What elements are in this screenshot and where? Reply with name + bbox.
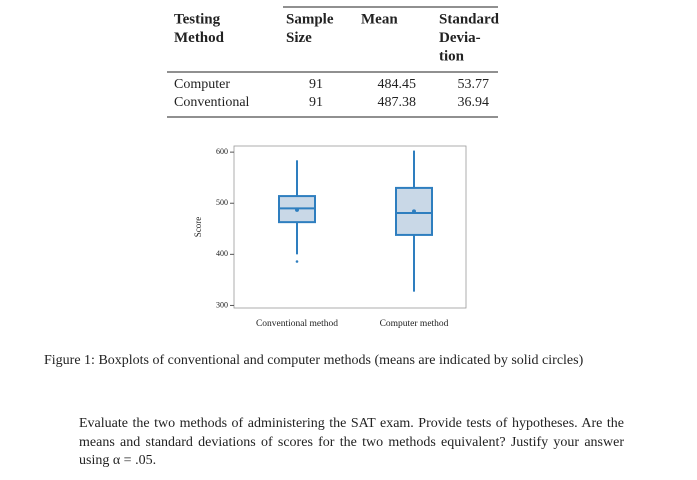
question: Evaluate the two methods of administerin… — [79, 416, 624, 468]
y-tick-label: 500 — [216, 198, 228, 207]
mean-dot — [295, 207, 299, 212]
table-cell: Conventional — [174, 95, 250, 110]
table-cell: 91 — [309, 77, 323, 92]
table-header: Method — [174, 30, 225, 46]
table-cell: 487.38 — [378, 95, 417, 110]
y-tick-label: 400 — [216, 249, 228, 258]
x-tick-label: Conventional method — [256, 319, 338, 329]
y-tick-label: 600 — [216, 147, 228, 156]
table-header: Mean — [361, 11, 398, 27]
table-header: Standard — [439, 11, 500, 27]
plot-frame — [233, 145, 467, 309]
y-axis-label: Score — [193, 217, 203, 238]
y-tick-label: 300 — [216, 300, 228, 309]
table-header: Testing — [174, 11, 221, 27]
table-cell: 484.45 — [378, 77, 417, 92]
table-cell: Computer — [174, 77, 230, 92]
outlier — [295, 260, 299, 263]
box — [395, 186, 433, 236]
mean-dot — [412, 209, 416, 214]
figure: Testing Method Sample Size Mean Standard Devia… — [167, 6, 500, 329]
caption: Figure 1: Boxplots of conventional and c… — [44, 353, 584, 368]
table-cell: 36.94 — [458, 95, 490, 110]
table-cell: 53.77 — [458, 77, 490, 92]
table-header: Devia- — [439, 30, 481, 46]
x-tick-label: Computer method — [380, 319, 449, 329]
table-header: tion — [439, 48, 465, 64]
table-header: Sample — [286, 11, 334, 27]
table-header: Size — [286, 30, 312, 46]
table-cell: 91 — [309, 95, 323, 110]
